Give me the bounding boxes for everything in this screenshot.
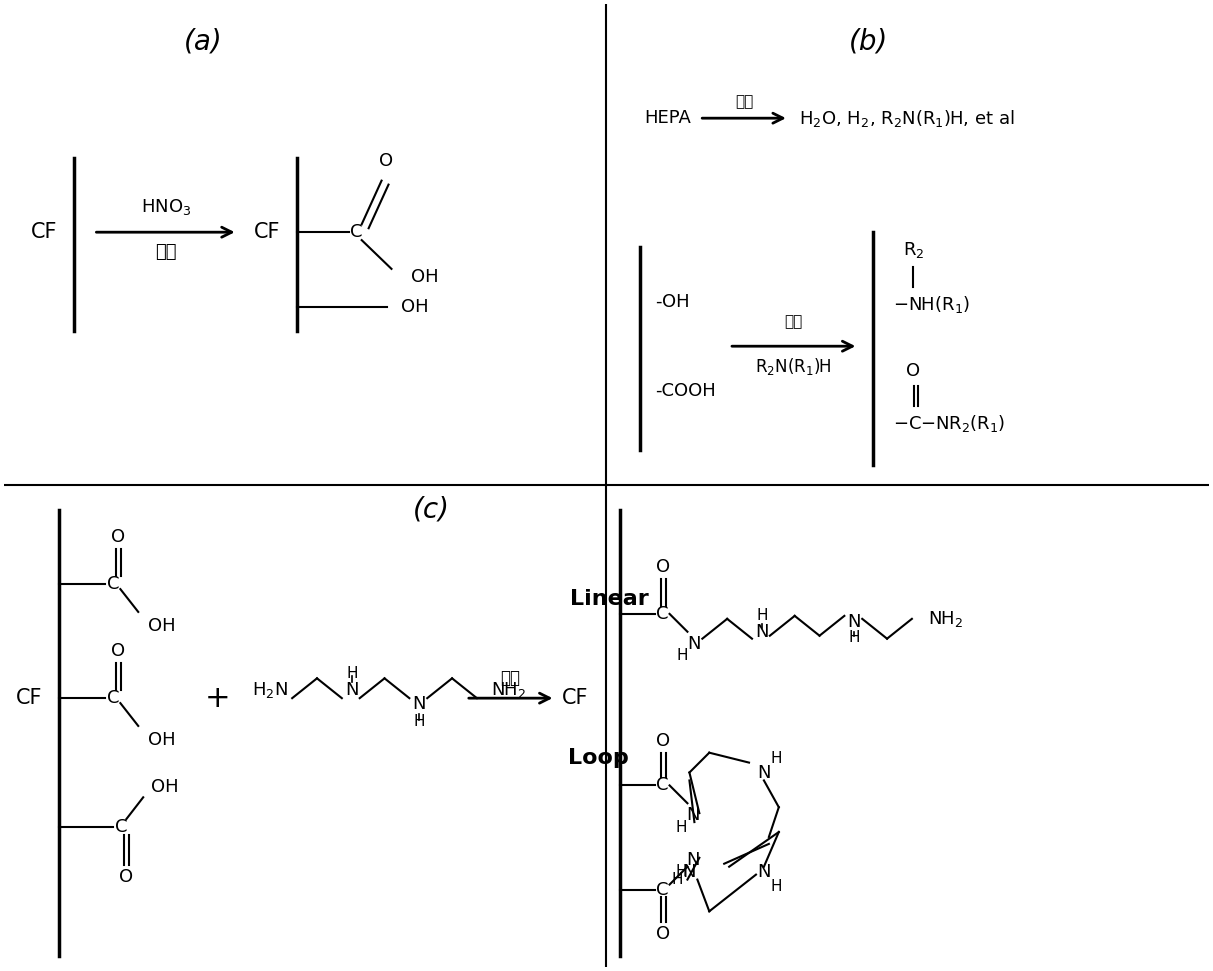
Text: R$_2$N(R$_1$)H: R$_2$N(R$_1$)H bbox=[756, 355, 832, 377]
Text: 加热: 加热 bbox=[155, 243, 177, 261]
Text: -OH: -OH bbox=[655, 292, 689, 311]
Text: $-$C$-$NR$_2$(R$_1$): $-$C$-$NR$_2$(R$_1$) bbox=[893, 413, 1006, 434]
Text: C: C bbox=[656, 881, 668, 898]
Text: OH: OH bbox=[152, 779, 178, 796]
Text: OH: OH bbox=[402, 297, 429, 316]
Text: +: + bbox=[205, 684, 230, 713]
Text: C: C bbox=[351, 223, 363, 241]
Text: 加热: 加热 bbox=[501, 669, 520, 687]
Text: OH: OH bbox=[411, 268, 439, 285]
Text: OH: OH bbox=[148, 617, 176, 635]
Text: H$_2$O, H$_2$, R$_2$N(R$_1$)H, et al: H$_2$O, H$_2$, R$_2$N(R$_1$)H, et al bbox=[798, 108, 1014, 129]
Text: H: H bbox=[414, 715, 425, 729]
Text: N: N bbox=[757, 763, 770, 782]
Text: N: N bbox=[687, 806, 700, 824]
Text: H: H bbox=[346, 666, 358, 681]
Text: R$_2$: R$_2$ bbox=[902, 240, 924, 260]
Text: $-$NH(R$_1$): $-$NH(R$_1$) bbox=[893, 294, 970, 315]
Text: H: H bbox=[677, 648, 688, 663]
Text: N: N bbox=[756, 622, 769, 641]
Text: N: N bbox=[344, 682, 359, 699]
Text: O: O bbox=[112, 642, 125, 659]
Text: H: H bbox=[849, 630, 860, 645]
Text: NH$_2$: NH$_2$ bbox=[491, 681, 526, 700]
Text: (c): (c) bbox=[412, 496, 450, 523]
Text: H: H bbox=[770, 752, 781, 766]
Text: C: C bbox=[656, 777, 668, 794]
Text: -COOH: -COOH bbox=[655, 382, 716, 400]
Text: C: C bbox=[107, 575, 120, 593]
Text: H: H bbox=[756, 609, 768, 623]
Text: O: O bbox=[655, 732, 670, 750]
Text: 加热: 加热 bbox=[735, 94, 753, 109]
Text: Linear: Linear bbox=[570, 589, 649, 609]
Text: N: N bbox=[688, 635, 701, 653]
Text: O: O bbox=[906, 362, 919, 380]
Text: N: N bbox=[687, 851, 700, 869]
Text: O: O bbox=[655, 925, 670, 943]
Text: O: O bbox=[380, 151, 393, 170]
Text: (a): (a) bbox=[183, 28, 222, 56]
Text: C: C bbox=[656, 605, 668, 622]
Text: (b): (b) bbox=[849, 28, 888, 56]
Text: N: N bbox=[757, 862, 770, 881]
Text: N: N bbox=[848, 613, 861, 631]
Text: CF: CF bbox=[16, 688, 42, 708]
Text: N: N bbox=[412, 695, 426, 713]
Text: HEPA: HEPA bbox=[645, 109, 691, 127]
Text: OH: OH bbox=[148, 731, 176, 749]
Text: H: H bbox=[672, 872, 683, 887]
Text: 加热: 加热 bbox=[785, 314, 803, 329]
Text: O: O bbox=[112, 527, 125, 546]
Text: H$_2$N: H$_2$N bbox=[252, 681, 289, 700]
Text: NH$_2$: NH$_2$ bbox=[928, 609, 963, 629]
Text: CF: CF bbox=[30, 222, 57, 242]
Text: O: O bbox=[655, 558, 670, 577]
Text: H: H bbox=[676, 864, 688, 879]
Text: N: N bbox=[683, 862, 696, 881]
Text: H: H bbox=[676, 820, 688, 834]
Text: C: C bbox=[107, 689, 120, 707]
Text: HNO$_3$: HNO$_3$ bbox=[141, 197, 192, 218]
Text: C: C bbox=[115, 818, 127, 836]
Text: O: O bbox=[119, 868, 133, 886]
Text: Loop: Loop bbox=[568, 748, 630, 768]
Text: CF: CF bbox=[254, 222, 280, 242]
Text: CF: CF bbox=[562, 688, 588, 708]
Text: H: H bbox=[770, 879, 781, 894]
